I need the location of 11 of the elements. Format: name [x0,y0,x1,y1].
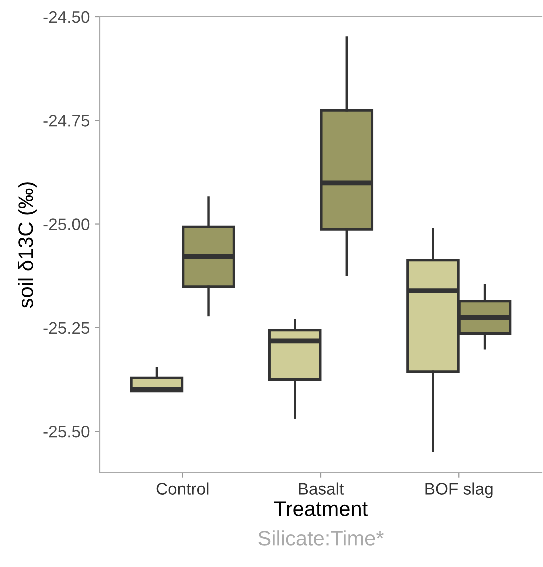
x-axis-title: Treatment [274,502,368,516]
y-tick-label: -24.75 [44,115,90,127]
y-tick-label: -25.25 [44,322,90,334]
x-tick-label: Basalt [299,482,344,495]
y-tick-label: -25.00 [44,218,90,230]
y-tick-label: -24.50 [44,11,90,24]
x-tick-label: Control [156,482,209,495]
x-tick-label: BOF slag [426,482,493,498]
y-axis-title: soil δ13C (‰) [18,182,38,308]
y-tick-label: -25.50 [44,426,90,438]
text: Silicate:Time* [258,530,384,546]
